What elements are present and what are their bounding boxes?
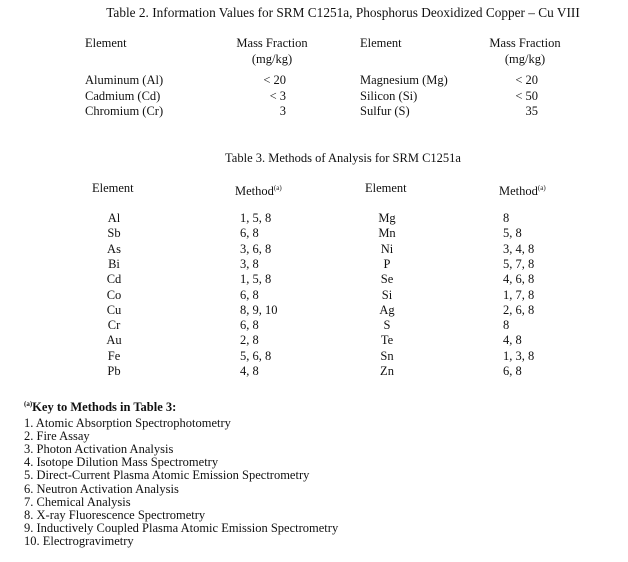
table3-method: 4, 8: [240, 364, 259, 378]
key-item: 5. Direct-Current Plasma Atomic Emission…: [24, 468, 310, 483]
table3-element: Ag: [379, 302, 395, 317]
table2-header-mass: Mass Fraction: [236, 36, 308, 50]
table3-method: 8: [503, 318, 510, 333]
key-item: 3. Photon Activation Analysis: [24, 442, 174, 457]
table3-method: 3, 8: [240, 256, 259, 271]
table3-method: 1, 3, 8: [503, 348, 535, 363]
table3-element: Se: [380, 272, 394, 287]
table3-header-element: Element: [92, 181, 134, 195]
table3-element: Mg: [378, 211, 396, 225]
table3-method: 6, 8: [240, 287, 259, 302]
table3-method: 5, 7, 8: [503, 256, 535, 271]
table3-element: Sb: [107, 226, 121, 241]
table3-element: Al: [107, 211, 121, 225]
table2-title: Table 2. Information Values for SRM C125…: [106, 5, 580, 20]
table3-element: S: [383, 318, 391, 333]
table3-element: Pb: [107, 364, 121, 378]
table2-value: < 50: [515, 88, 538, 103]
key-item: 1. Atomic Absorption Spectrophotometry: [24, 416, 231, 430]
table2-header-element-2: Element: [360, 36, 402, 50]
table3-element: Co: [106, 287, 122, 302]
table2-header-element: Element: [85, 36, 127, 50]
table3-method: 2, 6, 8: [503, 302, 535, 317]
table3-method: 5, 6, 8: [240, 348, 272, 363]
table2-header-unit: (mg/kg): [251, 52, 293, 66]
table3-header-method-2: Method(a): [499, 184, 546, 198]
table3-element: Cu: [106, 302, 122, 317]
table2-value: < 20: [263, 73, 286, 87]
table3-element: Cr: [107, 318, 121, 333]
table3-method: 3, 6, 8: [240, 241, 272, 256]
table2-element: Aluminum (Al): [85, 73, 164, 87]
key-item: 7. Chemical Analysis: [24, 494, 131, 509]
table3-element: Zn: [380, 364, 394, 378]
table3-method: 1, 5, 8: [240, 272, 272, 287]
table2-element: Magnesium (Mg): [360, 73, 448, 87]
table3-method: 6, 8: [503, 364, 522, 378]
table3-method: 4, 6, 8: [503, 272, 535, 287]
table3-method: 8: [503, 211, 510, 225]
table3-element: Au: [106, 333, 122, 348]
table3-element: Fe: [107, 348, 121, 363]
key-item: 9. Inductively Coupled Plasma Atomic Emi…: [24, 520, 339, 535]
table3-element: Cd: [106, 272, 122, 287]
table3-element: Sn: [380, 348, 394, 363]
table2-header-unit-2: (mg/kg): [504, 52, 546, 66]
table3-method: 1, 7, 8: [503, 287, 535, 302]
table2-header-mass-2: Mass Fraction: [489, 36, 561, 50]
table3-header-element-2: Element: [365, 181, 407, 195]
table2-value: 35: [525, 104, 539, 118]
table2-value: < 20: [515, 73, 538, 87]
table3-method: 6, 8: [240, 226, 259, 241]
table3-method: 6, 8: [240, 318, 259, 333]
table3-method: 8, 9, 10: [240, 302, 278, 317]
table3-method: 5, 8: [503, 226, 522, 241]
key-item: 6. Neutron Activation Analysis: [24, 481, 179, 496]
key-item: 10. Electrogravimetry: [24, 533, 134, 548]
table3-element: Bi: [108, 256, 120, 271]
table2-element: Silicon (Si): [360, 88, 418, 103]
table3-method: 2, 8: [240, 333, 259, 348]
table3-title: Table 3. Methods of Analysis for SRM C12…: [225, 151, 461, 165]
table3-element: Mn: [378, 226, 396, 241]
table3-element: As: [107, 241, 121, 256]
key-item: 4. Isotope Dilution Mass Spectrometry: [24, 455, 219, 470]
key-item: 2. Fire Assay: [24, 429, 90, 444]
table3-element: Te: [380, 333, 394, 348]
table3-method: 4, 8: [503, 333, 522, 348]
key-title: (a)Key to Methods in Table 3:: [24, 400, 177, 414]
table2-element: Chromium (Cr): [85, 104, 164, 118]
key-item: 8. X-ray Fluorescence Spectrometry: [24, 507, 206, 522]
table3-header-method: Method(a): [235, 184, 282, 198]
table2-element: Sulfur (S): [360, 104, 410, 118]
table3-method: 1, 5, 8: [240, 211, 272, 225]
table3-element: P: [383, 256, 391, 271]
table3-element: Si: [381, 287, 393, 302]
table3-method: 3, 4, 8: [503, 241, 535, 256]
table2-value: 3: [279, 104, 286, 118]
table2-element: Cadmium (Cd): [85, 88, 161, 103]
table2-value: < 3: [269, 88, 286, 103]
table3-element: Ni: [380, 241, 394, 256]
